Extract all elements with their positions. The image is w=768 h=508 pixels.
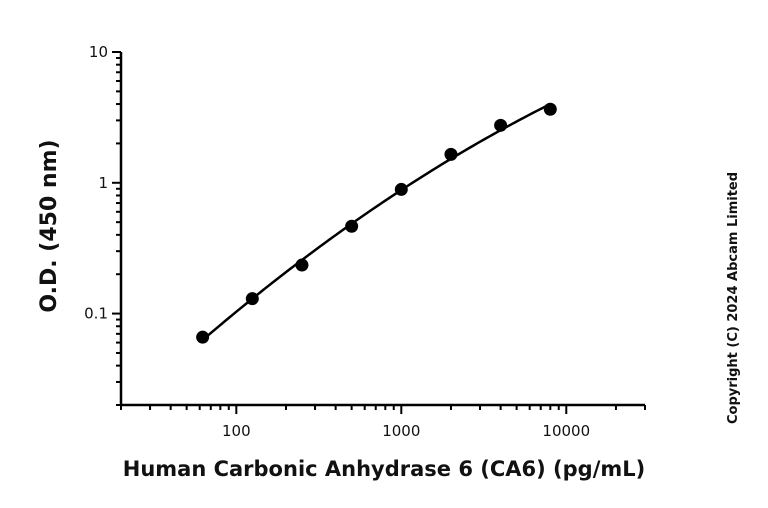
x-axis-title: Human Carbonic Anhydrase 6 (CA6) (pg/mL) [123,457,646,481]
x-tick-label: 100 [222,422,251,440]
data-point [196,330,210,344]
y-tick-label: 10 [89,43,108,61]
plot-area: 100 1000 10000 0.1 1 10 [84,43,646,440]
data-point [345,219,359,233]
data-point [494,118,508,132]
copyright-notice: Copyright (C) 2024 Abcam Limited [726,172,741,424]
data-point [394,182,408,196]
x-tick-label: 10000 [542,422,590,440]
data-point [444,147,458,161]
fit-curve [201,102,551,341]
y-tick-label: 0.1 [84,305,108,323]
data-point [245,292,259,306]
data-point [295,258,309,272]
data-point [543,102,557,116]
x-tick-label: 1000 [382,422,420,440]
y-axis-title: O.D. (450 nm) [37,139,62,312]
y-tick-label: 1 [98,174,108,192]
